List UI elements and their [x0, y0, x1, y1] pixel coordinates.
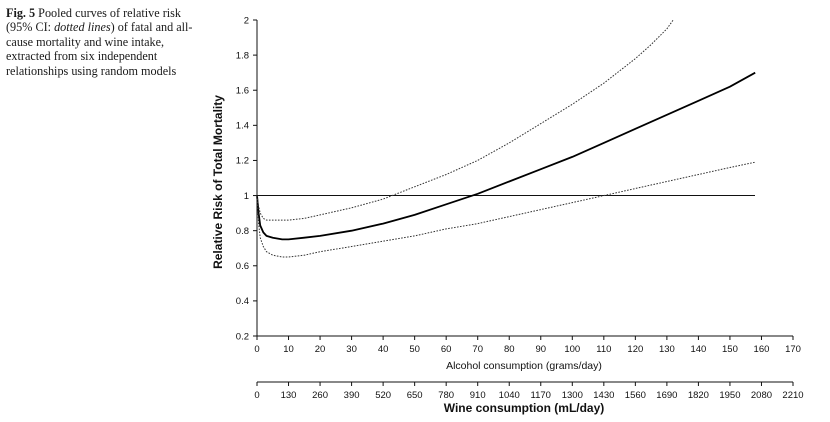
y-tick-label: 1.6 — [236, 86, 249, 97]
x2-tick-label: 520 — [375, 390, 391, 401]
x-axis-title: Alcohol consumption (grams/day) — [446, 360, 602, 372]
x-tick-label: 100 — [564, 344, 580, 355]
caption-text-1: Pooled curves of relative risk (95% CI: — [6, 6, 181, 35]
x-tick-label: 10 — [283, 344, 294, 355]
axes-layer — [253, 19, 794, 386]
x-tick-label: 80 — [504, 344, 515, 355]
x-tick-label: 110 — [596, 344, 611, 355]
x-tick-label: 0 — [254, 344, 259, 355]
x2-tick-label: 1040 — [499, 390, 520, 401]
y-tick-label: 1 — [244, 191, 249, 202]
y-tick-label: 1.4 — [236, 121, 249, 132]
x-tick-label: 160 — [754, 344, 770, 355]
y-tick-label: 0.2 — [236, 331, 249, 342]
relative-risk-series — [256, 71, 756, 241]
x2-tick-label: 1820 — [688, 390, 709, 401]
x-tick-label: 130 — [659, 344, 675, 355]
x2-tick-label: 260 — [312, 390, 328, 401]
x2-tick-label: 130 — [281, 390, 297, 401]
y-tick-label: 1.8 — [236, 50, 249, 61]
x-tick-label: 60 — [441, 344, 452, 355]
x2-tick-label: 0 — [254, 390, 259, 401]
caption-text-2: ) of fatal and all-cause mortality and w… — [6, 20, 193, 78]
y-tick-label: 0.8 — [236, 226, 249, 237]
x-tick-label: 50 — [409, 344, 420, 355]
caption-text-italic: dotted lines — [54, 20, 111, 35]
x2-tick-label: 2210 — [782, 390, 803, 401]
y-tick-label: 0.4 — [236, 296, 249, 307]
y-tick-label: 1.2 — [236, 156, 249, 167]
figure-label: Fig. 5 — [6, 6, 36, 20]
y-tick-label: 0.6 — [236, 261, 249, 272]
x2-tick-label: 780 — [438, 390, 454, 401]
x-tick-label: 70 — [472, 344, 483, 355]
x-tick-label: 140 — [690, 344, 706, 355]
x-tick-label: 40 — [378, 344, 389, 355]
x-tick-label: 150 — [722, 344, 738, 355]
x-tick-label: 30 — [346, 344, 357, 355]
ci-line-series — [256, 19, 674, 221]
x2-tick-label: 1170 — [531, 390, 551, 401]
series-layer — [256, 19, 756, 258]
x-tick-label: 120 — [627, 344, 643, 355]
x2-tick-label: 1560 — [625, 390, 646, 401]
x2-tick-label: 650 — [407, 390, 423, 401]
ci-line-series — [256, 161, 756, 258]
x2-axis-title: Wine consumption (mL/day) — [444, 401, 605, 415]
figure-caption: Fig. 5 Pooled curves of relative risk (9… — [6, 6, 206, 78]
x2-tick-label: 1950 — [719, 390, 740, 401]
y-axis-title: Relative Risk of Total Mortality — [211, 95, 225, 269]
x-tick-label: 20 — [315, 344, 326, 355]
x2-tick-label: 390 — [344, 390, 360, 401]
x2-tick-label: 1430 — [593, 390, 614, 401]
x2-tick-label: 1690 — [656, 390, 677, 401]
y-tick-label: 2 — [244, 15, 249, 26]
x-tick-label: 170 — [785, 344, 801, 355]
labels-layer: 0.20.40.60.811.21.41.61.820 10 20 30 40 50 60 7… — [236, 15, 804, 401]
x2-tick-label: 910 — [470, 390, 486, 401]
x2-tick-label: 1300 — [562, 390, 583, 401]
x-tick-label: 90 — [535, 344, 546, 355]
x2-tick-label: 2080 — [751, 390, 772, 401]
